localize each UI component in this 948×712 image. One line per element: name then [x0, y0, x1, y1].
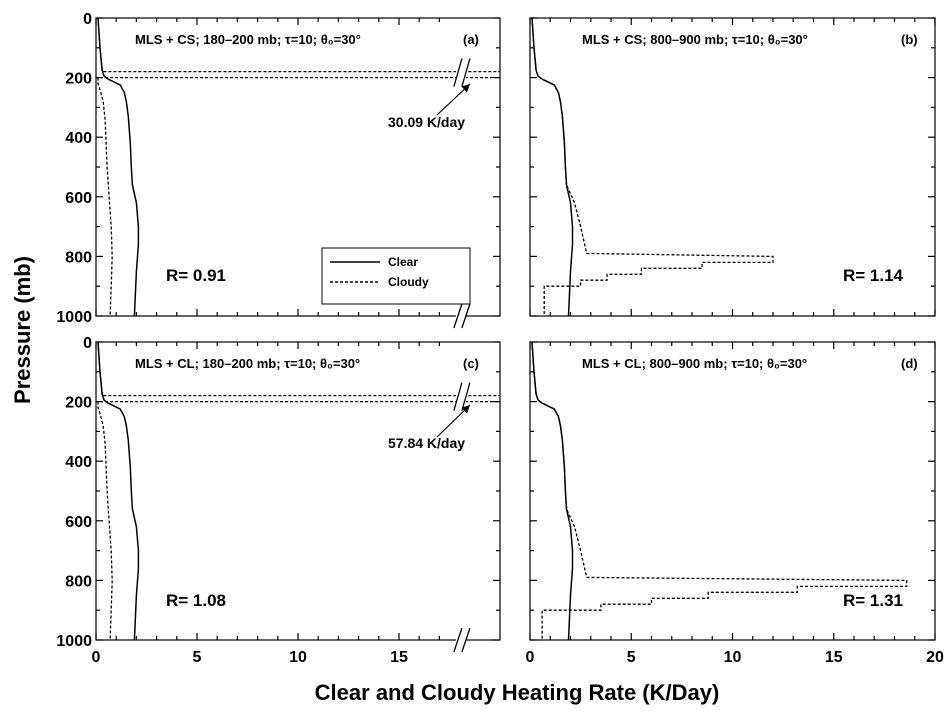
- r-value-a: R= 0.91: [166, 266, 226, 285]
- y-axis-title: Pressure (mb): [10, 256, 35, 404]
- series-cloudy-line-b: [531, 18, 774, 316]
- panel-label-a: (a): [463, 32, 479, 47]
- y-tick-label: 600: [65, 514, 92, 531]
- y-tick-label: 600: [65, 190, 92, 207]
- x-tick-label: 20: [926, 649, 944, 666]
- axis-break-gap: [455, 304, 466, 328]
- x-tick-label: 5: [193, 649, 202, 666]
- series-clear-line-d: [531, 342, 574, 640]
- panel-d: 0 5 10 15 20 MLS + CL; 800–900 mb; τ=10; θ₀=3…: [526, 341, 944, 666]
- r-value-c: R= 1.08: [166, 591, 226, 610]
- series-break-mark: [453, 382, 463, 411]
- peak-annotation-c: 57.84 K/day: [388, 435, 465, 451]
- x-tick-label: 10: [724, 649, 742, 666]
- x-tick-label: 15: [390, 649, 408, 666]
- r-value-d: R= 1.31: [843, 591, 903, 610]
- panel-title-d: MLS + CL; 800–900 mb; τ=10; θ₀=30°: [582, 356, 807, 371]
- panel-title-a: MLS + CS; 180–200 mb; τ=10; θ₀=30°: [135, 32, 361, 47]
- legend-label-clear: Clear: [388, 255, 418, 269]
- legend: Clear Cloudy: [321, 247, 471, 305]
- x-tick-label: 0: [526, 649, 535, 666]
- series-clear-line-c: [97, 342, 140, 640]
- annotation-arrow-head: [461, 405, 470, 414]
- series-break-mark: [453, 58, 463, 87]
- y-tick-label: 400: [65, 130, 92, 147]
- series-cloudy-line-a: [97, 18, 500, 316]
- legend-box: [321, 247, 471, 305]
- peak-annotation-a: 30.09 K/day: [388, 114, 465, 130]
- y-tick-label: 1000: [56, 309, 92, 326]
- axis-break-mark: [461, 627, 471, 653]
- r-value-b: R= 1.14: [843, 266, 904, 285]
- panel-title-b: MLS + CS; 800–900 mb; τ=10; θ₀=30°: [582, 32, 808, 47]
- axis-break-mark: [461, 303, 471, 329]
- y-tick-label: 200: [65, 71, 92, 88]
- x-tick-label: 0: [92, 649, 101, 666]
- panel-label-b: (b): [901, 32, 918, 47]
- series-clear-line-b: [531, 18, 574, 316]
- axis-break-mark: [453, 303, 463, 329]
- x-tick-label: 5: [627, 649, 636, 666]
- series-cloudy-line-c: [97, 342, 500, 640]
- series-clear-line-a: [97, 18, 140, 316]
- y-tick-label: 400: [65, 454, 92, 471]
- x-tick-label: 10: [289, 649, 307, 666]
- series-break-gap: [455, 56, 466, 87]
- panel-title-c: MLS + CL; 180–200 mb; τ=10; θ₀=30°: [135, 356, 360, 371]
- x-axis-title: Clear and Cloudy Heating Rate (K/Day): [315, 680, 720, 705]
- y-tick-label: 0: [83, 11, 92, 28]
- x-tick-label: 15: [825, 649, 843, 666]
- y-tick-label: 0: [83, 335, 92, 352]
- y-tick-label: 800: [65, 249, 92, 266]
- series-break-mark: [461, 382, 471, 411]
- y-tick-label: 800: [65, 573, 92, 590]
- axis-break-mark: [453, 627, 463, 653]
- y-tick-label: 200: [65, 395, 92, 412]
- annotation-arrow-head: [461, 84, 470, 93]
- series-break-gap: [455, 380, 466, 411]
- panel-frame-c: [95, 341, 501, 641]
- panel-label-c: (c): [463, 356, 479, 371]
- y-tick-label: 1000: [56, 633, 92, 650]
- axis-break-gap: [455, 628, 466, 652]
- legend-label-cloudy: Cloudy: [388, 275, 429, 289]
- panel-label-d: (d): [901, 356, 918, 371]
- panel-a: 0 200 400 600 800 1000 MLS + CS; 180–200 mb; τ…: [56, 11, 501, 329]
- series-cloudy-line-d: [531, 342, 908, 640]
- panel-b: MLS + CS; 800–900 mb; τ=10; θ₀=30° (b) R= …: [529, 17, 936, 317]
- series-break-mark: [461, 58, 471, 87]
